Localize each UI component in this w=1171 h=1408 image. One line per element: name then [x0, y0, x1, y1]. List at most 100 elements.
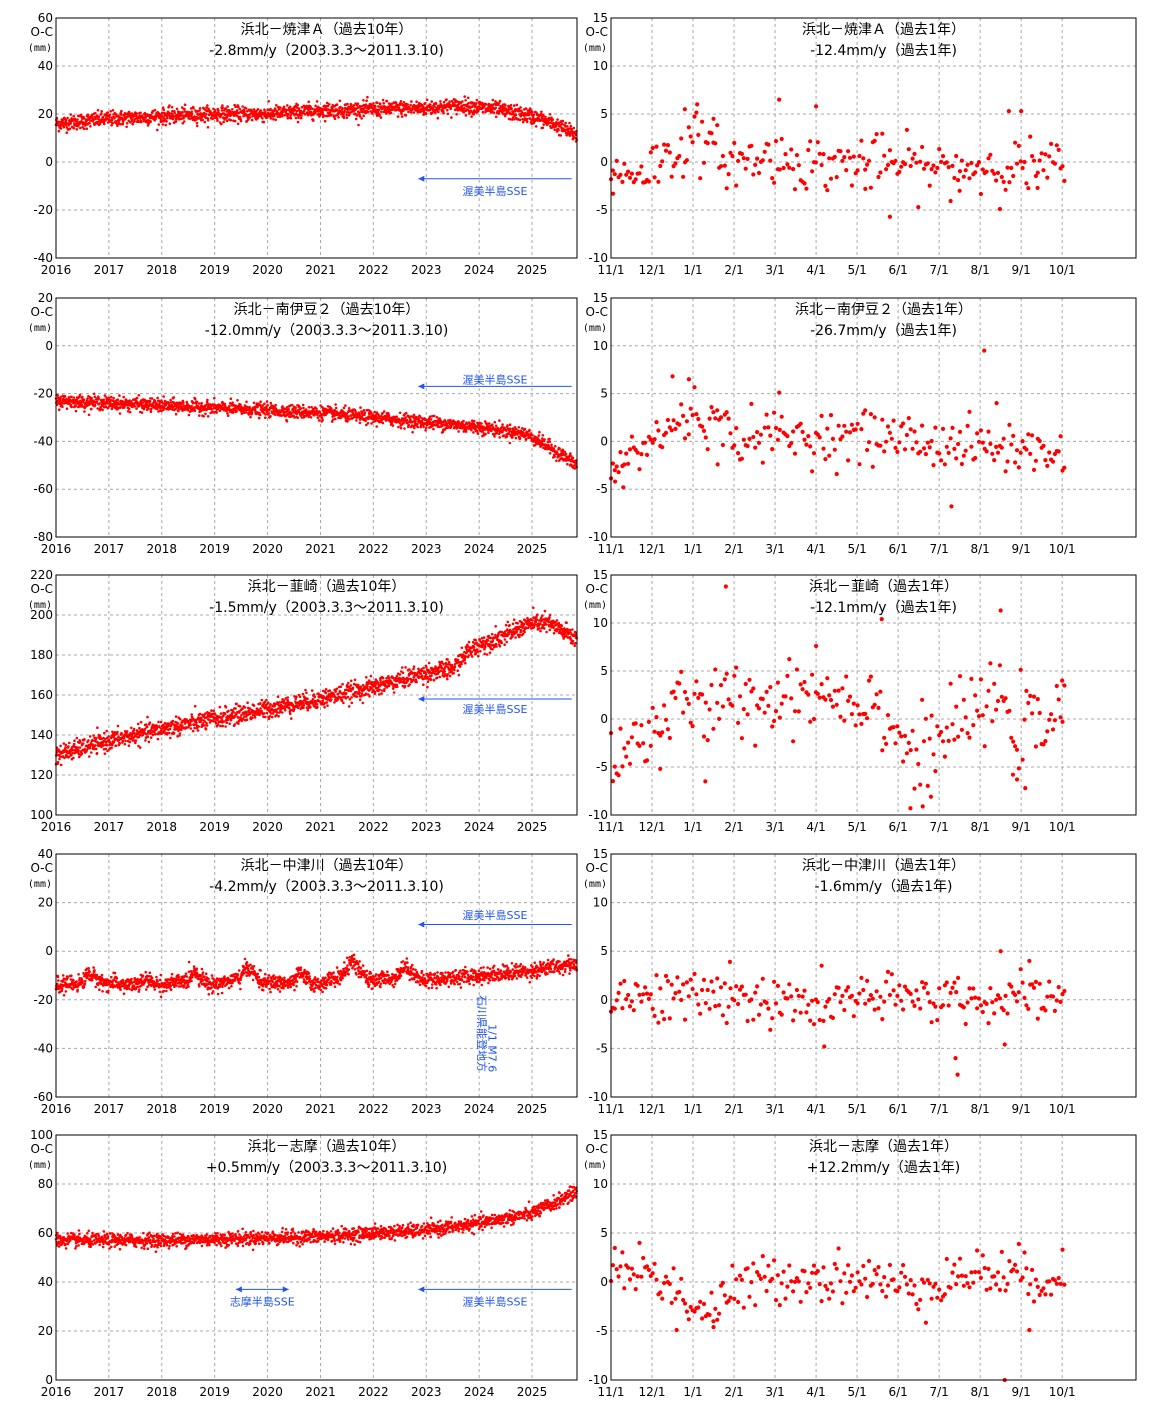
data-point [279, 106, 282, 109]
data-point [122, 737, 126, 740]
y-axis-label: O-C [586, 305, 609, 319]
data-point [436, 116, 440, 120]
data-point [564, 121, 567, 125]
data-point [999, 174, 1004, 180]
data-point [64, 743, 68, 747]
data-point [135, 112, 139, 115]
data-point [762, 425, 767, 430]
data-point [975, 431, 980, 436]
data-point [357, 123, 360, 127]
data-point [81, 395, 84, 399]
data-point [127, 407, 131, 411]
data-point [622, 161, 627, 166]
data-point [756, 170, 762, 176]
data-point [815, 140, 820, 145]
data-point [232, 710, 235, 714]
data-point [559, 134, 563, 137]
data-point [711, 410, 716, 415]
x-tick-label: 7/1 [929, 542, 948, 556]
data-point [233, 723, 237, 726]
data-point [762, 149, 767, 154]
data-point [855, 421, 860, 426]
data-point [548, 113, 552, 116]
data-series [608, 348, 1067, 509]
data-point [395, 108, 399, 112]
plot-frame [610, 17, 1137, 259]
data-point [492, 111, 496, 114]
data-point [548, 437, 551, 441]
data-point [334, 417, 337, 421]
data-point [163, 399, 167, 403]
data-point [844, 168, 849, 173]
data-point [416, 422, 419, 426]
data-point [1018, 159, 1023, 164]
data-point [758, 432, 764, 437]
data-point [449, 107, 453, 110]
data-point [529, 117, 532, 120]
data-point [391, 424, 395, 427]
data-point [627, 447, 633, 452]
data-point [553, 455, 556, 458]
data-point [442, 111, 445, 115]
outlier-point [670, 374, 675, 379]
data-point [198, 109, 201, 112]
data-point [893, 445, 898, 450]
data-point [140, 120, 143, 124]
data-point [827, 453, 832, 458]
data-point [498, 436, 502, 439]
x-tick-label: 2020 [252, 263, 283, 277]
data-point [243, 706, 247, 709]
data-point [1005, 459, 1010, 464]
data-point [508, 117, 512, 121]
data-point [531, 433, 534, 437]
data-point [429, 418, 433, 421]
data-point [133, 119, 136, 123]
data-point [80, 403, 84, 407]
data-point [569, 452, 572, 455]
data-point [1005, 165, 1010, 170]
data-point [275, 104, 278, 107]
data-point [133, 405, 136, 408]
data-point [1058, 434, 1063, 439]
data-point [755, 430, 760, 435]
data-point [182, 117, 185, 120]
data-point [158, 401, 162, 405]
data-point [660, 445, 665, 450]
data-point [806, 147, 811, 153]
data-point [195, 400, 199, 404]
data-point [1020, 165, 1025, 171]
data-point [518, 118, 522, 122]
data-point [904, 432, 910, 438]
data-point [229, 397, 233, 401]
data-point [629, 434, 635, 439]
data-point [715, 408, 720, 413]
data-point [494, 424, 498, 428]
data-point [161, 123, 165, 126]
y-tick-label: -40 [33, 251, 53, 265]
outlier-point [1019, 109, 1024, 114]
data-point [318, 115, 321, 118]
data-point [461, 100, 464, 103]
data-point [409, 110, 413, 114]
data-point [382, 102, 386, 105]
chart-subtitle: -2.8mm/y（2003.3.3～2011.3.10) [209, 43, 444, 59]
data-point [235, 109, 239, 112]
data-point [82, 398, 86, 402]
data-point [349, 103, 353, 106]
data-point [109, 398, 112, 402]
data-point [205, 724, 209, 727]
data-point [176, 722, 180, 725]
data-point [197, 405, 200, 408]
data-point [633, 177, 638, 182]
data-point [1009, 442, 1014, 447]
data-point [963, 448, 968, 453]
data-point [113, 116, 116, 120]
data-point [490, 423, 494, 427]
data-point [126, 410, 130, 413]
data-point [254, 112, 258, 116]
data-point [384, 106, 387, 110]
data-point [376, 101, 379, 104]
data-point [1011, 173, 1016, 179]
data-point [885, 162, 891, 168]
